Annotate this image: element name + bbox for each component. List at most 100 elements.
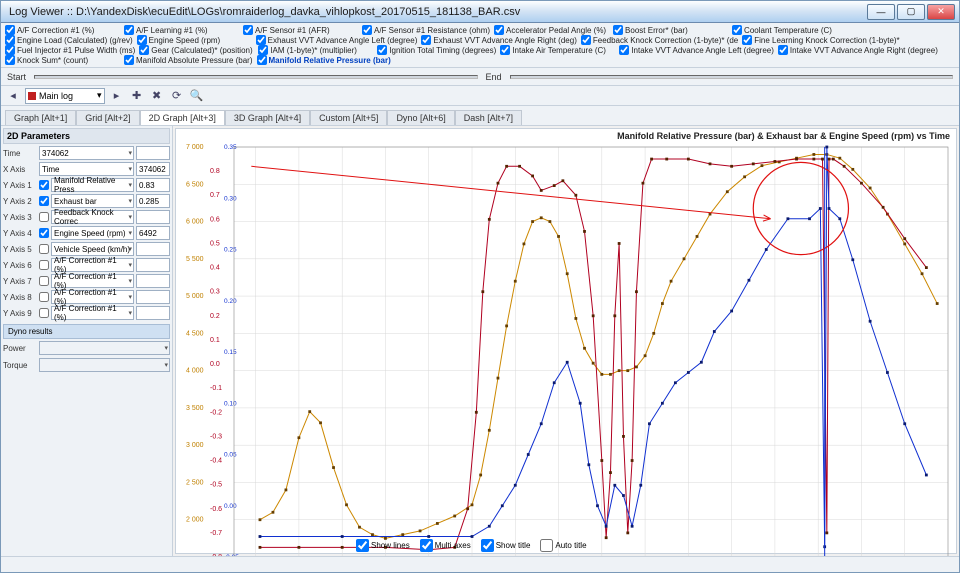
axis-enable[interactable] [39, 180, 49, 190]
chart-area[interactable]: Manifold Relative Pressure (bar) & Exhau… [175, 128, 957, 554]
svg-text:-0.2: -0.2 [210, 409, 222, 416]
remove-icon[interactable]: ✖ [149, 88, 165, 104]
axis-row: Y Axis 8A/F Correction #1 (%) [3, 289, 170, 305]
svg-text:0.5: 0.5 [210, 240, 220, 247]
minimize-button[interactable]: — [867, 4, 895, 20]
search-icon[interactable]: 🔍 [189, 88, 205, 104]
param-check[interactable]: A/F Sensor #1 Resistance (ohm) [362, 25, 490, 35]
param-check[interactable]: Fine Learning Knock Correction (1-byte)* [742, 35, 899, 45]
end-track[interactable] [510, 75, 953, 79]
axis-enable[interactable] [39, 244, 49, 254]
axis-row: Y Axis 4Engine Speed (rpm)6492 [3, 225, 170, 241]
axis-select[interactable]: Vehicle Speed (km/h) [51, 242, 134, 256]
maximize-button[interactable]: ▢ [897, 4, 925, 20]
axis-enable[interactable] [39, 308, 49, 318]
param-check[interactable]: Boost Error* (bar) [613, 25, 728, 35]
svg-text:0.20: 0.20 [224, 298, 237, 305]
opt-showtitle[interactable]: Show title [481, 539, 531, 552]
param-check[interactable]: Coolant Temperature (C) [732, 25, 847, 35]
svg-text:0.0: 0.0 [210, 361, 220, 368]
param-check[interactable]: Manifold Relative Pressure (bar) [257, 55, 391, 65]
axis-enable[interactable] [39, 228, 49, 238]
tab[interactable]: Custom [Alt+5] [310, 110, 387, 125]
svg-text:5 000: 5 000 [186, 293, 204, 300]
axis-row: Y Axis 6A/F Correction #1 (%) [3, 257, 170, 273]
param-check[interactable]: Manifold Absolute Pressure (bar) [124, 55, 253, 65]
start-track[interactable] [34, 75, 477, 79]
param-check[interactable]: Exhaust VVT Advance Angle Left (degree) [256, 35, 418, 45]
axis-value [136, 274, 170, 288]
axis-enable[interactable] [39, 196, 49, 206]
axis-enable[interactable] [39, 276, 49, 286]
axis-select[interactable]: Engine Speed (rpm) [51, 226, 134, 240]
log-combo[interactable]: Main log▾ [25, 88, 105, 104]
tab[interactable]: 3D Graph [Alt+4] [225, 110, 310, 125]
titlebar: Log Viewer :: D:\YandexDisk\ecuEdit\LOGs… [1, 1, 959, 23]
axis-select[interactable]: Manifold Relative Press [51, 178, 134, 192]
param-check[interactable]: Intake VVT Advance Angle Right (degree) [778, 45, 938, 55]
param-check[interactable]: A/F Learning #1 (%) [124, 25, 239, 35]
add-icon[interactable]: ✚ [129, 88, 145, 104]
param-check[interactable]: Gear (Calculated)* (position) [139, 45, 254, 55]
close-button[interactable]: ✕ [927, 4, 955, 20]
axis-enable[interactable] [39, 212, 49, 222]
main: 2D Parameters Time374062X AxisTime374062… [1, 126, 959, 556]
svg-text:0.10: 0.10 [224, 400, 237, 407]
param-check[interactable]: Intake VVT Advance Angle Left (degree) [619, 45, 774, 55]
opt-multiaxes[interactable]: Multi axes [420, 539, 471, 552]
axis-value [136, 306, 170, 320]
axis-row: Y Axis 7A/F Correction #1 (%) [3, 273, 170, 289]
statusbar [1, 556, 959, 572]
axis-select[interactable]: Time [39, 162, 134, 176]
svg-text:0.00: 0.00 [224, 503, 237, 510]
tab[interactable]: Dyno [Alt+6] [387, 110, 454, 125]
axis-select[interactable]: Feedback Knock Correc [51, 210, 134, 224]
tab[interactable]: Grid [Alt+2] [76, 110, 139, 125]
tab[interactable]: Dash [Alt+7] [455, 110, 522, 125]
axis-value: 6492 [136, 226, 170, 240]
param-check[interactable]: Feedback Knock Correction (1-byte)* (de [581, 35, 738, 45]
axis-select[interactable]: A/F Correction #1 (%) [51, 290, 134, 304]
svg-text:4 500: 4 500 [186, 330, 204, 337]
axis-row: Y Axis 2Exhaust bar0.285 [3, 193, 170, 209]
param-check[interactable]: A/F Correction #1 (%) [5, 25, 120, 35]
tab[interactable]: 2D Graph [Alt+3] [140, 110, 225, 125]
param-check[interactable]: Fuel Injector #1 Pulse Width (ms) [5, 45, 135, 55]
param-check[interactable]: Knock Sum* (count) [5, 55, 120, 65]
param-check[interactable]: Exhaust VVT Advance Angle Right (deg) [421, 35, 577, 45]
svg-text:0.25: 0.25 [224, 247, 237, 254]
prev-icon[interactable]: ◂ [5, 88, 21, 104]
param-check[interactable]: Engine Load (Calculated) (g/rev) [5, 35, 133, 45]
axis-select[interactable]: 374062 [39, 146, 134, 160]
param-check[interactable]: IAM (1-byte)* (multiplier) [258, 45, 373, 55]
axis-row: Time374062 [3, 145, 170, 161]
param-check[interactable]: A/F Sensor #1 (AFR) [243, 25, 358, 35]
axis-select[interactable]: A/F Correction #1 (%) [51, 274, 134, 288]
param-check[interactable]: Accelerator Pedal Angle (%) [494, 25, 609, 35]
svg-text:3 000: 3 000 [186, 442, 204, 449]
axis-row: Y Axis 1Manifold Relative Press0.83 [3, 177, 170, 193]
axis-value [136, 290, 170, 304]
param-check[interactable]: Intake Air Temperature (C) [500, 45, 615, 55]
param-check[interactable]: Engine Speed (rpm) [137, 35, 252, 45]
axis-select[interactable]: A/F Correction #1 (%) [51, 258, 134, 272]
svg-text:4 000: 4 000 [186, 368, 204, 375]
svg-text:-0.5: -0.5 [210, 482, 222, 489]
axis-enable[interactable] [39, 292, 49, 302]
axis-enable[interactable] [39, 260, 49, 270]
opt-autotitle[interactable]: Auto title [540, 539, 586, 552]
axis-select[interactable]: Exhaust bar [51, 194, 134, 208]
opt-showlines[interactable]: Show lines [356, 539, 410, 552]
tab[interactable]: Graph [Alt+1] [5, 110, 76, 125]
svg-text:0.05: 0.05 [224, 452, 237, 459]
axis-value [136, 210, 170, 224]
torque-label: Torque [3, 361, 37, 370]
refresh-icon[interactable]: ⟳ [169, 88, 185, 104]
svg-text:0.8: 0.8 [210, 168, 220, 175]
start-label: Start [7, 72, 26, 82]
next-icon[interactable]: ▸ [109, 88, 125, 104]
axis-select[interactable]: A/F Correction #1 (%) [51, 306, 134, 320]
param-check[interactable]: Ignition Total Timing (degrees) [377, 45, 496, 55]
svg-text:2 000: 2 000 [186, 517, 204, 524]
dyno-results[interactable]: Dyno results [3, 324, 170, 339]
